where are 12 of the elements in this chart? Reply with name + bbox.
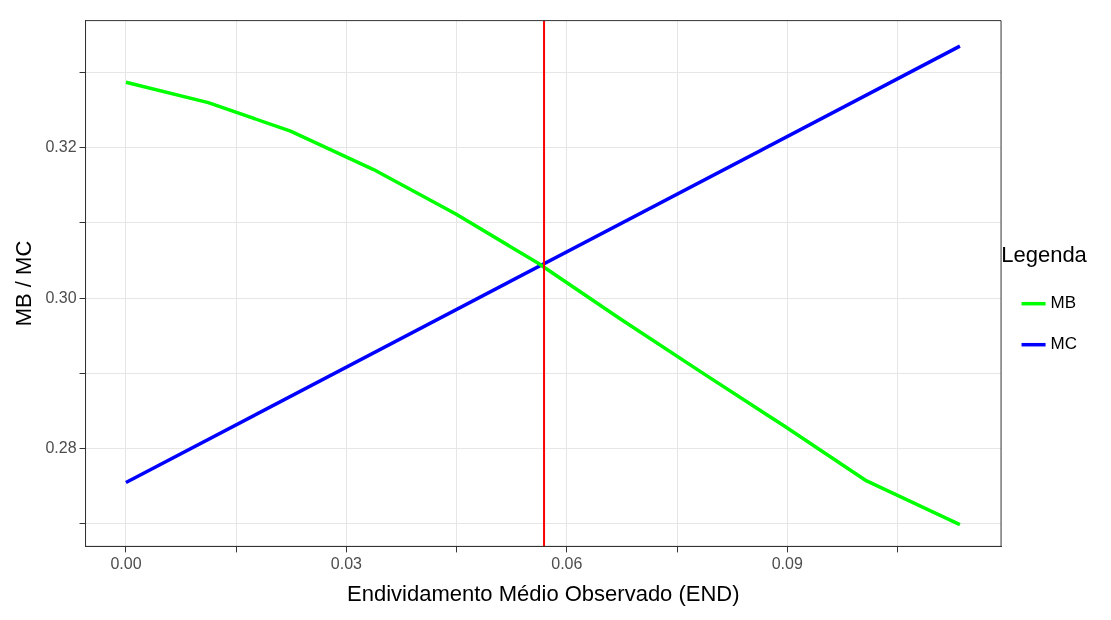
legend-label: MB — [1050, 293, 1077, 313]
y-tick-label: 0.28 — [45, 439, 77, 457]
y-tick-label: 0.30 — [45, 288, 77, 306]
x-tick-label: 0.06 — [551, 555, 583, 573]
x-tick-label: 0.03 — [330, 555, 363, 573]
y-axis-title: MB / MC — [11, 240, 37, 327]
legend-title: Legenda — [1001, 241, 1088, 267]
x-tick-label: 0.00 — [110, 555, 142, 573]
x-axis-title: Endividamento Médio Observado (END) — [347, 580, 740, 606]
legend-label: MC — [1050, 334, 1078, 354]
x-tick-label: 0.09 — [771, 555, 803, 573]
y-tick-label: 0.32 — [45, 138, 77, 156]
